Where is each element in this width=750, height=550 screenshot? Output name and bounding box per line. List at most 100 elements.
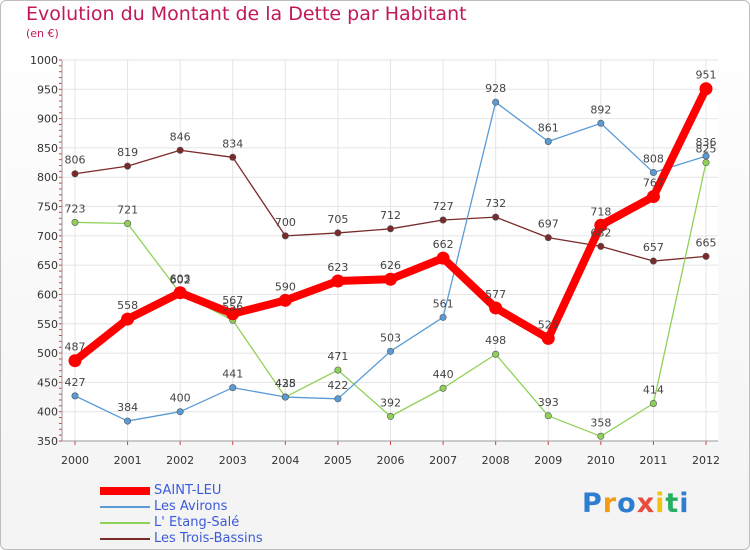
y-tick-label: 600 [37, 288, 58, 301]
x-tick-label: 2008 [482, 454, 510, 467]
x-tick-label: 2003 [219, 454, 247, 467]
data-point-les-avirons [597, 119, 605, 127]
data-label-les-trois-bassins: 705 [327, 213, 348, 226]
brand-letter: i [679, 488, 690, 519]
data-point-saint-leu [594, 218, 608, 232]
data-point-l-etang-sal- [71, 218, 79, 226]
legend-swatch-les-avirons [100, 506, 150, 508]
data-label-les-trois-bassins: 834 [222, 137, 243, 150]
data-point-saint-leu [173, 286, 187, 300]
data-point-saint-leu [226, 307, 240, 321]
data-label-les-avirons: 400 [170, 392, 191, 405]
data-label-les-avirons: 836 [696, 136, 717, 149]
data-label-les-trois-bassins: 819 [117, 146, 138, 159]
data-point-les-avirons [702, 152, 710, 160]
brand-letter: r [602, 488, 618, 519]
data-point-les-trois-bassins [702, 252, 710, 260]
legend-swatch-saint-leu [100, 487, 150, 495]
data-label-les-trois-bassins: 732 [485, 197, 506, 210]
data-point-saint-leu [699, 82, 713, 96]
data-point-les-trois-bassins [386, 225, 394, 233]
data-point-l-etang-sal- [439, 384, 447, 392]
y-tick-label: 500 [37, 347, 58, 360]
brand-letter: o [617, 488, 637, 519]
data-label-saint-leu: 567 [222, 294, 243, 307]
data-label-les-trois-bassins: 846 [170, 130, 191, 143]
data-point-saint-leu [541, 331, 555, 345]
y-tick-label: 1000 [30, 54, 58, 67]
data-point-les-avirons [649, 169, 657, 177]
data-label-les-trois-bassins: 697 [538, 218, 559, 231]
data-point-l-etang-sal- [649, 399, 657, 407]
data-label-saint-leu: 525 [538, 318, 559, 331]
data-label-les-trois-bassins: 682 [590, 226, 611, 239]
data-point-les-trois-bassins [71, 170, 79, 178]
data-label-saint-leu: 558 [117, 299, 138, 312]
data-label-saint-leu: 590 [275, 280, 296, 293]
data-label-l-etang-sal-: 825 [696, 143, 717, 156]
data-point-les-trois-bassins [649, 257, 657, 265]
data-label-les-avirons: 384 [117, 401, 138, 414]
data-point-les-avirons [439, 313, 447, 321]
value-label-layer: 806 819 846 834 700 705 712 727 732 697 682 657 665 7… [65, 69, 717, 430]
y-tick-label: 400 [37, 406, 58, 419]
data-point-les-avirons [71, 392, 79, 400]
y-tick-label: 450 [37, 376, 58, 389]
data-label-les-avirons: 808 [643, 153, 664, 166]
x-tick-label: 2010 [587, 454, 615, 467]
data-label-les-trois-bassins: 665 [696, 236, 717, 249]
data-label-saint-leu: 767 [643, 177, 664, 190]
data-label-les-avirons: 503 [380, 331, 401, 344]
data-label-saint-leu: 577 [485, 288, 506, 301]
legend-label-les-avirons: Les Avirons [154, 499, 228, 514]
data-label-les-avirons: 427 [65, 376, 86, 389]
x-tick-label: 2000 [61, 454, 89, 467]
data-label-les-avirons: 861 [538, 121, 559, 134]
chart-title: Evolution du Montant de la Dette par Hab… [26, 3, 467, 25]
data-label-l-etang-sal-: 471 [327, 350, 348, 363]
legend-label-trois-bassins: Les Trois-Bassins [154, 531, 263, 546]
data-point-les-trois-bassins [281, 232, 289, 240]
brand-logo: Proxiti [582, 488, 690, 519]
data-point-les-trois-bassins [229, 153, 237, 161]
legend-swatch-trois-bassins [100, 538, 150, 540]
x-tick-label: 2002 [166, 454, 194, 467]
data-point-saint-leu [121, 312, 135, 326]
y-tick-label: 550 [37, 318, 58, 331]
data-point-les-avirons [176, 408, 184, 416]
x-tick-label: 2004 [271, 454, 299, 467]
x-tick-label: 2001 [114, 454, 142, 467]
y-tick-label: 950 [37, 83, 58, 96]
y-tick-label: 800 [37, 171, 58, 184]
data-point-les-trois-bassins [334, 229, 342, 237]
data-label-les-avirons: 561 [433, 297, 454, 310]
chart-subtitle: (en €) [26, 27, 59, 40]
data-label-l-etang-sal-: 721 [117, 204, 138, 217]
brand-letter: x [636, 488, 656, 519]
data-label-les-avirons: 928 [485, 82, 506, 95]
data-point-saint-leu [278, 293, 292, 307]
data-label-l-etang-sal-: 723 [65, 202, 86, 215]
legend-swatch-etang-sale [100, 522, 150, 524]
data-label-saint-leu: 603 [170, 273, 191, 286]
data-point-l-etang-sal- [334, 366, 342, 374]
y-tick-label: 650 [37, 259, 58, 272]
data-label-les-avirons: 438 [275, 377, 296, 390]
y-tick-label: 750 [37, 201, 58, 214]
brand-letter: i [655, 488, 666, 519]
data-point-les-trois-bassins [597, 242, 605, 250]
data-label-saint-leu: 626 [380, 259, 401, 272]
data-label-les-trois-bassins: 727 [433, 200, 454, 213]
brand-letter: P [582, 488, 603, 519]
x-tick-label: 2005 [324, 454, 352, 467]
data-point-l-etang-sal- [386, 412, 394, 420]
data-point-l-etang-sal- [597, 432, 605, 440]
data-label-l-etang-sal-: 498 [485, 334, 506, 347]
data-point-les-avirons [544, 137, 552, 145]
x-tick-label: 2006 [377, 454, 405, 467]
data-label-saint-leu: 951 [696, 69, 717, 82]
y-tick-label: 700 [37, 230, 58, 243]
series-layer [68, 82, 713, 440]
data-point-les-trois-bassins [124, 162, 132, 170]
